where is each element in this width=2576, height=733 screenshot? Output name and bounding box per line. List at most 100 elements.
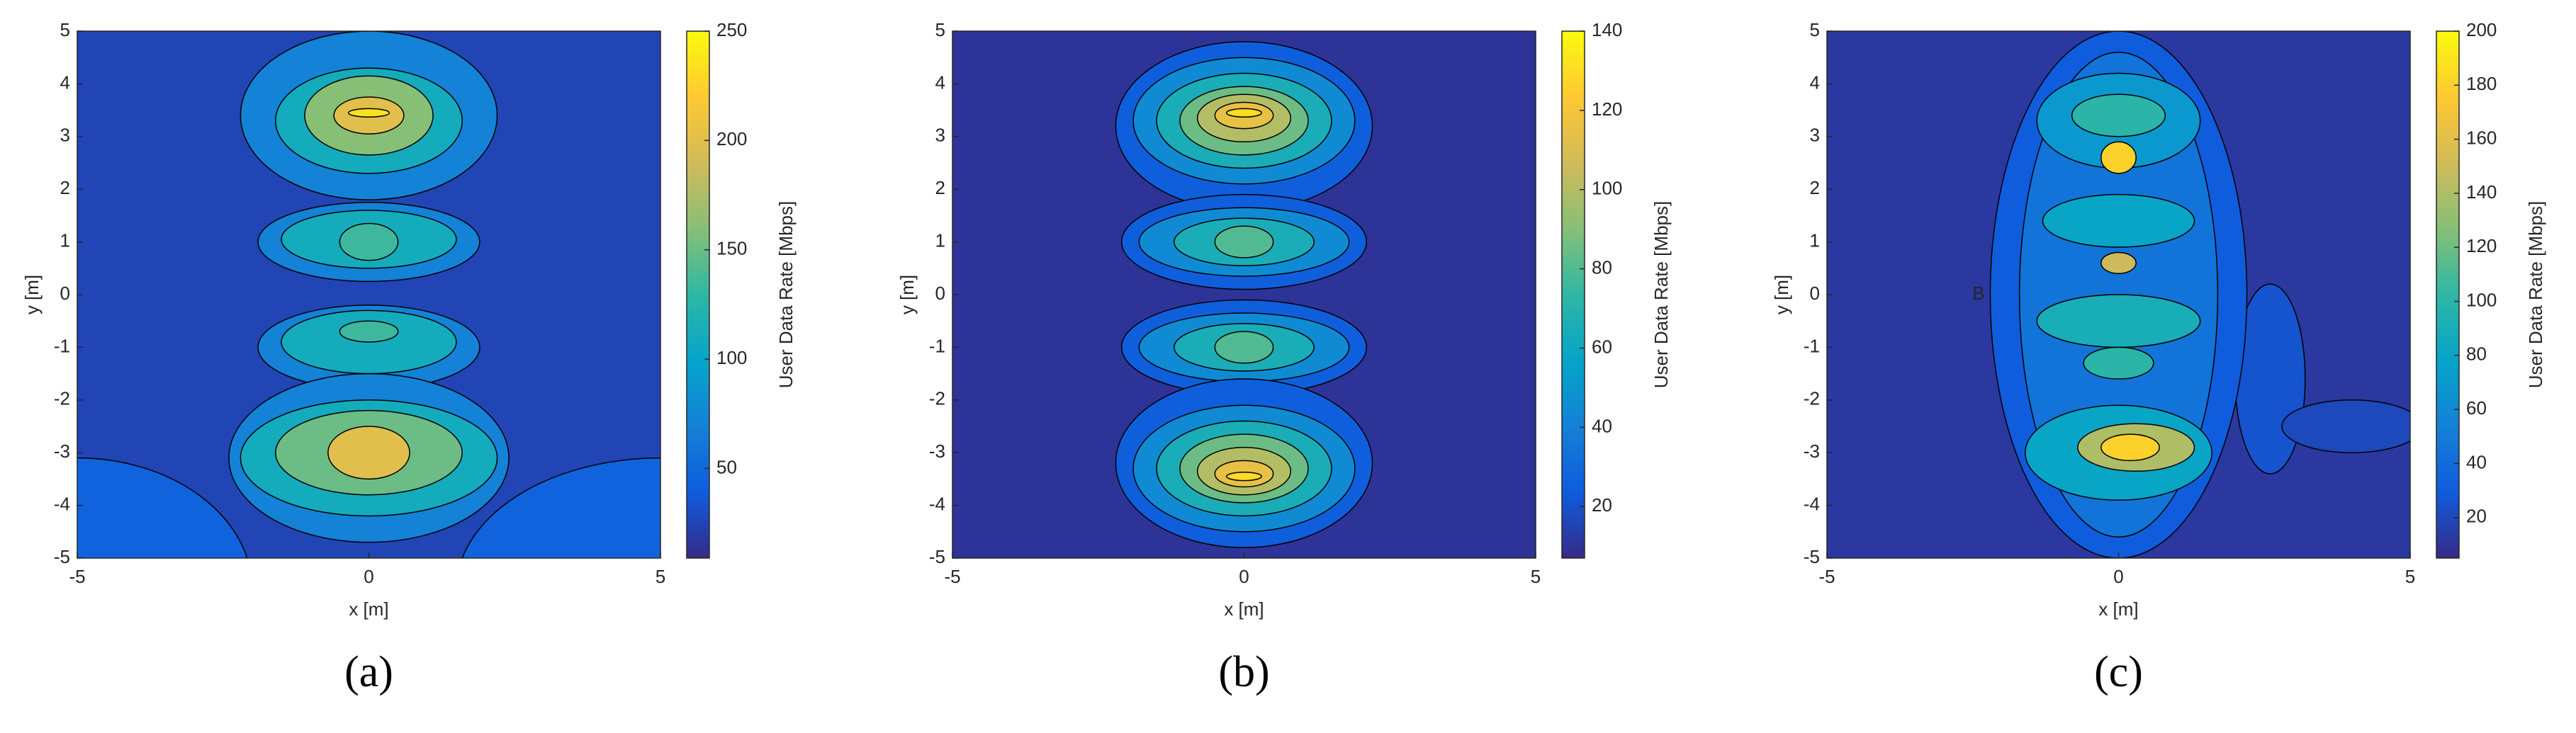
colorbar-tick-label: 200	[716, 128, 747, 149]
y-tick-label: -5	[54, 546, 70, 567]
y-tick-label: 5	[935, 19, 945, 40]
x-tick-label: 0	[1239, 566, 1249, 587]
plot-area	[77, 31, 660, 558]
y-tick-label: 5	[1810, 19, 1820, 40]
y-tick-label: 4	[1810, 72, 1820, 93]
colorbar-tick-label: 150	[716, 238, 747, 259]
y-tick-label: -1	[1804, 335, 1820, 356]
y-tick-label: -5	[929, 546, 945, 567]
x-tick-label: -5	[944, 566, 960, 587]
y-tick-label: 1	[60, 229, 70, 251]
y-tick-label: -2	[54, 388, 70, 409]
contour-region	[1226, 471, 1262, 482]
colorbar-label: User Data Rate [Mbps]	[775, 201, 797, 388]
colorbar	[1561, 30, 1585, 559]
contour-region	[2042, 193, 2195, 248]
contour-region	[1214, 225, 1274, 258]
y-tick-label: -4	[54, 493, 70, 514]
contour-region	[327, 426, 410, 480]
contour-region	[2036, 294, 2201, 348]
colorbar-tick-label: 40	[1592, 415, 1612, 436]
colorbar	[2436, 30, 2460, 559]
y-tick-label: 4	[60, 72, 70, 93]
colorbar-tick-label: 100	[1592, 178, 1622, 199]
y-tick-label: 1	[935, 229, 945, 251]
colorbar-tick-label: 140	[2466, 181, 2497, 203]
contour-region	[2281, 399, 2410, 453]
colorbar-tick-label: 100	[716, 347, 747, 368]
contour-region	[77, 457, 248, 558]
y-tick-label: -3	[929, 441, 945, 462]
subfigure-label: (b)	[1218, 648, 1269, 696]
colorbar-tick-label: 60	[1592, 336, 1612, 357]
y-tick-label: 0	[935, 283, 945, 304]
y-tick-label: -1	[929, 335, 945, 356]
contour-region	[461, 457, 660, 558]
colorbar-tick-label: 80	[1592, 257, 1612, 278]
colorbar-tick-label: 80	[2466, 343, 2487, 365]
contour-region	[1226, 108, 1262, 118]
y-tick-label: 2	[60, 177, 70, 198]
y-tick-label: 0	[1810, 283, 1820, 304]
annotation: B	[1972, 283, 1984, 304]
contour-region	[2100, 433, 2160, 462]
x-tick-label: -5	[1818, 566, 1835, 587]
colorbar-label: User Data Rate [Mbps]	[2525, 201, 2546, 388]
contour-region	[339, 222, 399, 261]
y-tick-label: 2	[1810, 177, 1820, 198]
contour-region	[2071, 93, 2166, 137]
contour-region	[2100, 251, 2137, 274]
subfigure-label: (c)	[2094, 648, 2143, 696]
colorbar-tick-label: 120	[1592, 98, 1622, 120]
colorbar-tick-label: 40	[2466, 451, 2487, 472]
y-tick-label: -2	[929, 388, 945, 409]
colorbar-tick-label: 50	[716, 456, 737, 477]
y-tick-label: 0	[60, 283, 70, 304]
colorbar-tick-label: 100	[2466, 289, 2497, 310]
y-tick-label: -2	[1804, 388, 1820, 409]
contour-region	[1214, 331, 1274, 364]
colorbar-tick-label: 60	[2466, 397, 2487, 419]
y-tick-label: 3	[1810, 125, 1820, 146]
colorbar	[686, 30, 710, 559]
colorbar-tick-label: 200	[2466, 19, 2497, 40]
y-tick-label: 5	[60, 19, 70, 40]
colorbar-tick-label: 250	[716, 19, 747, 40]
y-tick-label: -4	[1804, 493, 1820, 514]
y-tick-label: -3	[1804, 441, 1820, 462]
x-tick-label: 5	[656, 566, 665, 587]
y-tick-label: -4	[929, 493, 945, 514]
contour-region	[2083, 346, 2154, 380]
y-tick-label: -1	[54, 335, 70, 356]
y-axis-label: y [m]	[896, 275, 918, 314]
x-axis-label: x [m]	[1224, 598, 1264, 620]
y-tick-label: -3	[54, 441, 70, 462]
y-axis-label: y [m]	[1771, 275, 1792, 314]
contour-region	[2100, 141, 2137, 174]
x-tick-label: 0	[364, 566, 373, 587]
subfigure-label: (a)	[344, 648, 393, 696]
colorbar-label: User Data Rate [Mbps]	[1650, 201, 1672, 388]
y-tick-label: 4	[935, 72, 945, 93]
x-tick-label: 5	[1531, 566, 1541, 587]
y-tick-label: 2	[935, 177, 945, 198]
x-axis-label: x [m]	[349, 598, 388, 620]
colorbar-tick-label: 140	[1592, 19, 1622, 40]
y-tick-label: -5	[1804, 546, 1820, 567]
colorbar-tick-label: 20	[2466, 506, 2487, 527]
y-tick-label: 1	[1810, 229, 1820, 251]
contour-region	[347, 108, 390, 118]
y-tick-label: 3	[60, 125, 70, 146]
colorbar-tick-label: 20	[1592, 494, 1612, 516]
plot-area	[952, 31, 1536, 558]
plot-area: B	[1827, 31, 2410, 558]
contour-region	[339, 320, 399, 343]
y-tick-label: 3	[935, 125, 945, 146]
y-axis-label: y [m]	[21, 275, 43, 314]
x-tick-label: -5	[69, 566, 85, 587]
colorbar-tick-label: 180	[2466, 73, 2497, 94]
colorbar-tick-label: 160	[2466, 127, 2497, 148]
x-tick-label: 0	[2113, 566, 2123, 587]
x-tick-label: 5	[2405, 566, 2415, 587]
